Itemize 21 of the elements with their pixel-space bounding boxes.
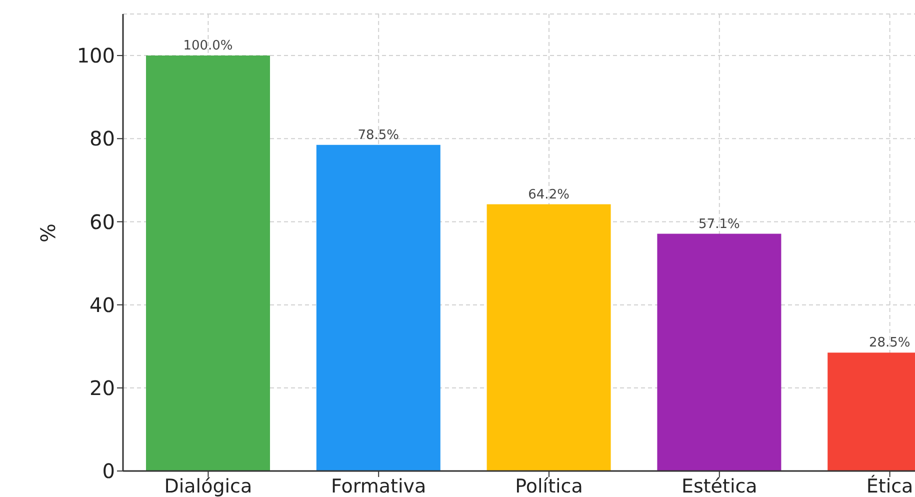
y-tick-label: 80 — [90, 126, 115, 151]
y-tick-label: 0 — [102, 459, 115, 484]
x-tick-label: Estética — [681, 475, 758, 497]
data-label: 78.5% — [358, 128, 400, 143]
bar — [486, 204, 611, 471]
data-label: 28.5% — [868, 336, 910, 351]
bar — [146, 56, 270, 471]
data-label: 64.2% — [528, 187, 570, 202]
y-axis-title: % — [36, 223, 60, 242]
y-tick-label: 20 — [90, 376, 115, 400]
bar — [316, 144, 440, 471]
data-label: 100.0% — [183, 38, 233, 54]
x-tick-label: Dialógica — [164, 475, 252, 497]
y-tick-label: 60 — [90, 210, 115, 234]
y-tick-label: 100 — [76, 44, 115, 68]
data-label: 57.1% — [698, 216, 740, 232]
x-tick-label: Ética — [866, 474, 914, 497]
y-tick-label: 40 — [90, 292, 115, 317]
x-tick-label: Política — [515, 475, 583, 497]
x-tick-label: Formativa — [331, 475, 426, 497]
bar — [657, 234, 782, 471]
